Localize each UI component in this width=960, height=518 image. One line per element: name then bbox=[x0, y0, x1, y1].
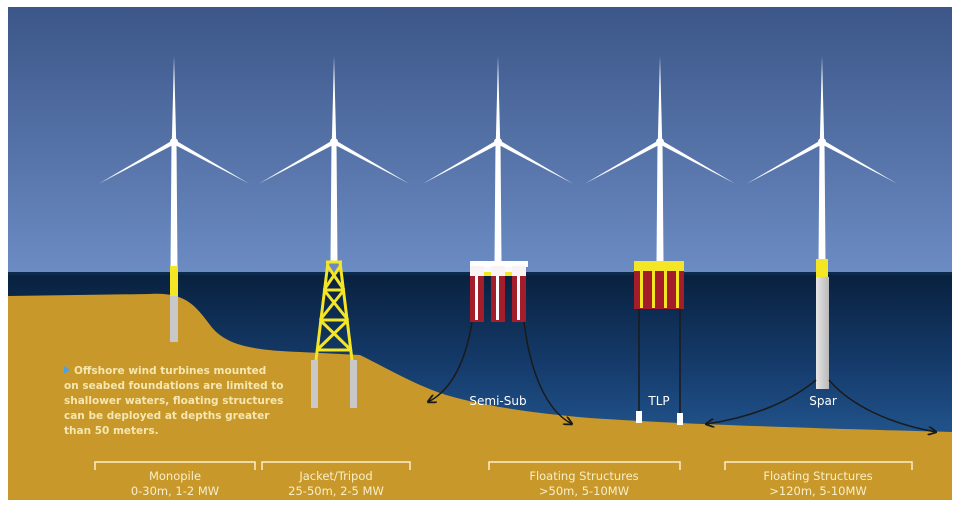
category-name-jacket: Jacket/Tripod bbox=[298, 469, 372, 483]
jacket-tower bbox=[330, 142, 338, 262]
tlp-label: TLP bbox=[647, 394, 669, 408]
foundation-note: Offshore wind turbines mounted on seabed… bbox=[64, 365, 283, 437]
monopile-foundation bbox=[170, 296, 178, 342]
tlp-strut-4 bbox=[676, 266, 679, 308]
semi-sub-brace-center bbox=[496, 276, 499, 320]
tlp-yellow-frame bbox=[634, 261, 684, 271]
semi-sub-mooring-left bbox=[428, 321, 473, 402]
category-spec-floating-2: >120m, 5-10MW bbox=[769, 484, 867, 498]
category-spec-floating-1: >50m, 5-10MW bbox=[539, 484, 629, 498]
note-line-2: on seabed foundations are limited to bbox=[64, 380, 283, 392]
semi-sub-mooring-right bbox=[523, 321, 572, 424]
sky bbox=[8, 7, 952, 275]
category-name-floating-2: Floating Structures bbox=[763, 469, 872, 483]
turbine-jacket bbox=[257, 56, 411, 408]
seabed bbox=[8, 293, 952, 500]
spar-tower bbox=[818, 142, 826, 262]
triangle-right-icon bbox=[64, 366, 70, 374]
note-line-4: can be deployed at depths greater bbox=[64, 410, 270, 422]
jacket-pile-right bbox=[350, 360, 357, 408]
note-line-1: Offshore wind turbines mounted bbox=[74, 365, 266, 377]
category-name-monopile: Monopile bbox=[149, 469, 201, 483]
semi-sub-upper-band bbox=[470, 266, 526, 276]
bracket-floating-1 bbox=[488, 461, 681, 470]
turbine-tlp bbox=[583, 56, 737, 425]
semi-sub-connector-right bbox=[505, 272, 512, 276]
bracket-monopile bbox=[94, 461, 256, 470]
category-name-floating-1: Floating Structures bbox=[529, 469, 638, 483]
tlp-strut-1 bbox=[640, 266, 643, 308]
bracket-jacket bbox=[261, 461, 411, 470]
spar-mooring-right bbox=[828, 379, 936, 432]
semi-sub-tower bbox=[494, 142, 502, 262]
semi-sub-connector-left bbox=[484, 272, 491, 276]
jacket-lattice bbox=[314, 260, 354, 361]
semi-sub-brace-left bbox=[475, 276, 478, 320]
spar-transition-piece bbox=[816, 259, 828, 277]
note-line-3: shallower waters, floating structures bbox=[64, 395, 283, 407]
tlp-strut-2 bbox=[652, 266, 655, 308]
spar-label: Spar bbox=[809, 394, 837, 408]
tlp-anchor-right bbox=[677, 413, 683, 425]
jacket-pile-left bbox=[311, 360, 318, 408]
tlp-tower bbox=[656, 142, 664, 262]
spar-buoy bbox=[816, 277, 829, 389]
semi-sub-brace-right bbox=[517, 276, 520, 320]
tlp-anchor-left bbox=[636, 411, 642, 423]
bracket-floating-2 bbox=[724, 461, 913, 470]
spar-mooring-left bbox=[706, 379, 817, 424]
category-spec-monopile: 0-30m, 1-2 MW bbox=[131, 484, 219, 498]
turbine-monopile bbox=[97, 56, 251, 342]
category-spec-jacket: 25-50m, 2-5 MW bbox=[288, 484, 384, 498]
turbine-semi-sub bbox=[421, 56, 575, 424]
tlp-strut-3 bbox=[664, 266, 667, 308]
monopile-tower bbox=[170, 142, 178, 268]
monopile-transition-piece bbox=[170, 266, 178, 296]
semi-sub-deck bbox=[470, 261, 528, 267]
note-line-5: than 50 meters. bbox=[64, 425, 159, 437]
category-brackets bbox=[94, 461, 913, 470]
semi-sub-label: Semi-Sub bbox=[469, 394, 526, 408]
turbine-spar bbox=[706, 56, 936, 432]
